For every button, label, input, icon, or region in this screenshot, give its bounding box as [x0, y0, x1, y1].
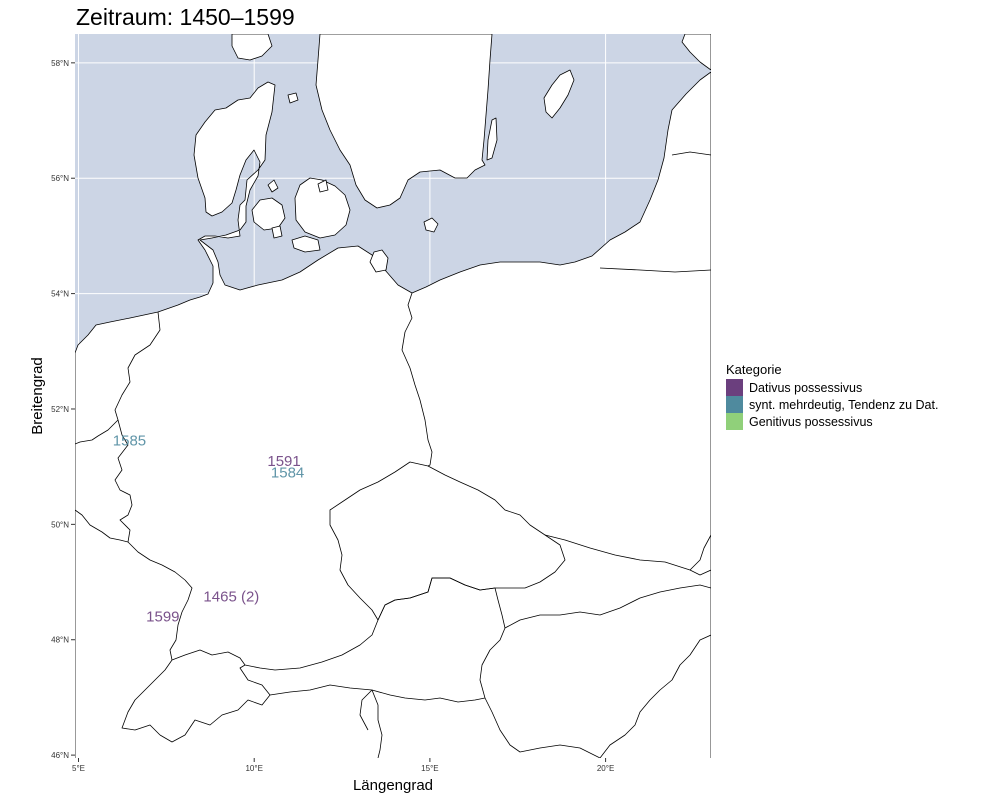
border-sk-hu [504, 584, 711, 629]
legend-title: Kategorie [726, 362, 782, 377]
x-tick-label: 10°E [245, 764, 262, 773]
border-de-nl [75, 311, 161, 445]
danish-islet-2 [287, 92, 299, 104]
border-de-fr [169, 579, 193, 661]
border-hr-south [484, 697, 601, 758]
land-area [75, 34, 711, 758]
x-axis-title: Längengrad [353, 777, 433, 794]
mainland-europe [75, 71, 711, 758]
border-pl-sk [544, 534, 711, 576]
border-it-si [359, 689, 373, 731]
border-hu-ro [599, 634, 711, 758]
legend-label: Dativus possessivus [749, 381, 862, 395]
border-si-hr [371, 689, 383, 758]
point-label: 1591 [267, 453, 300, 470]
border-de-be-lu [114, 419, 186, 581]
legend-label: synt. mehrdeutig, Tendenz zu Dat. [749, 398, 938, 412]
border-pl-ru [599, 267, 711, 273]
y-tick-label: 48°N [51, 636, 69, 645]
border-cz [329, 461, 566, 621]
border-de-ch [171, 649, 246, 666]
y-axis-title: Breitengrad [29, 357, 46, 435]
y-tick-label: 58°N [51, 59, 69, 68]
x-tick-label: 5°E [72, 764, 85, 773]
border-at-it [269, 684, 486, 703]
oland [486, 117, 498, 161]
plot-title: Zeitraum: 1450–1599 [76, 4, 295, 30]
norway-coast [231, 34, 273, 61]
x-tick-label: 15°E [421, 764, 438, 773]
country-borders [75, 151, 711, 758]
y-tick-label: 52°N [51, 405, 69, 414]
border-at-hu [479, 587, 506, 699]
point-label: 1585 [113, 433, 146, 450]
y-tick-label: 50°N [51, 520, 69, 529]
lolland [291, 235, 321, 253]
rugen [369, 249, 389, 273]
legend: Kategorie Dativus possessivus synt. mehrd… [726, 362, 938, 430]
border-ch-fr [121, 659, 173, 736]
bornholm [423, 217, 439, 233]
legend-swatch [726, 396, 743, 413]
border-ua [689, 534, 711, 571]
legend-swatch [726, 379, 743, 396]
point-label: 1465 (2) [203, 588, 259, 605]
border-baltic-states [671, 151, 711, 156]
point-label: 1584 [271, 464, 304, 481]
gotland [543, 69, 575, 119]
y-tick-label: 46°N [51, 751, 69, 760]
danish-islet-4 [317, 179, 329, 193]
zealand [294, 177, 351, 239]
y-tick-label: 54°N [51, 290, 69, 299]
axis-ticks: 5°E 10°E 15°E 20°E 46°N 48°N 50°N 52°N 54°N 56°N 5… [51, 59, 614, 773]
finland-coast [681, 34, 711, 71]
x-tick-label: 20°E [597, 764, 614, 773]
scandinavia [315, 34, 493, 209]
legend-swatch [726, 413, 743, 430]
border-de-pl [401, 292, 433, 467]
danish-islet-3 [271, 225, 283, 239]
border-ch-it [159, 664, 271, 743]
border-be-fr [75, 509, 129, 543]
point-label: 1599 [146, 609, 179, 626]
legend-label: Genitivus possessivus [749, 415, 873, 429]
y-tick-label: 56°N [51, 174, 69, 183]
funen [251, 197, 286, 231]
danish-islet-1 [267, 179, 279, 193]
